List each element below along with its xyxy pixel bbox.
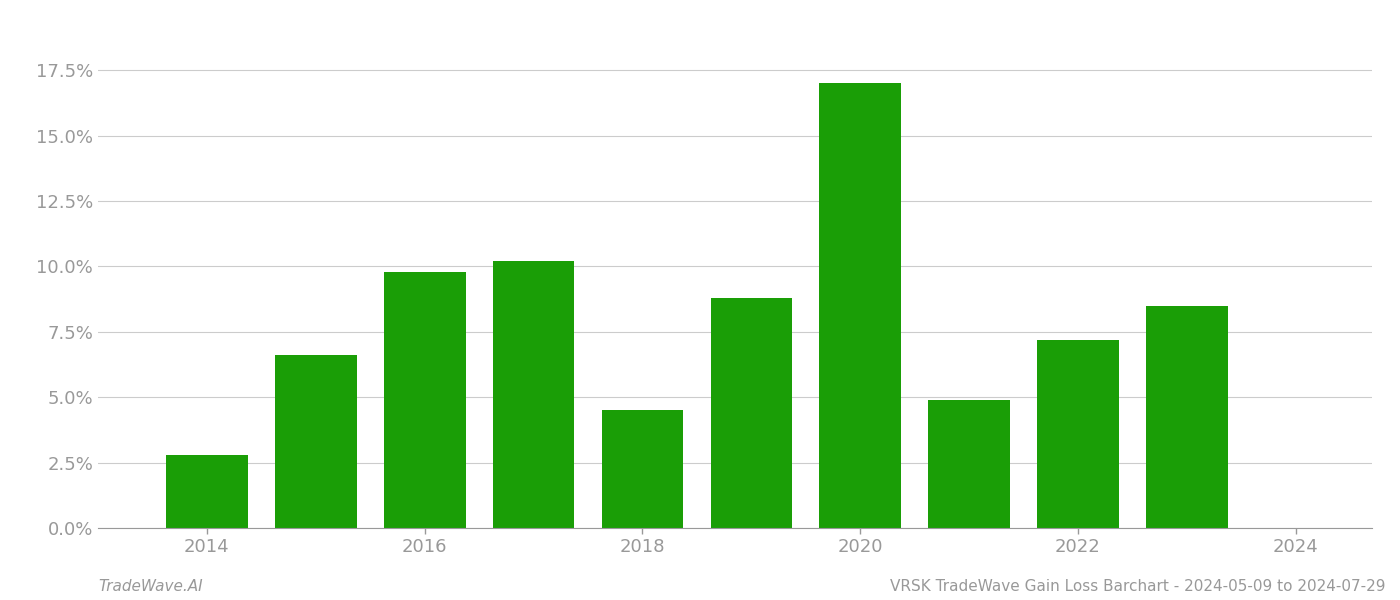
Bar bbox=[602, 410, 683, 528]
Bar bbox=[167, 455, 248, 528]
Bar bbox=[384, 272, 466, 528]
Bar bbox=[819, 83, 902, 528]
Bar bbox=[710, 298, 792, 528]
Bar bbox=[1037, 340, 1119, 528]
Bar bbox=[493, 261, 574, 528]
Bar bbox=[1147, 305, 1228, 528]
Text: VRSK TradeWave Gain Loss Barchart - 2024-05-09 to 2024-07-29: VRSK TradeWave Gain Loss Barchart - 2024… bbox=[890, 579, 1386, 594]
Bar bbox=[274, 355, 357, 528]
Text: TradeWave.AI: TradeWave.AI bbox=[98, 579, 203, 594]
Bar bbox=[928, 400, 1009, 528]
